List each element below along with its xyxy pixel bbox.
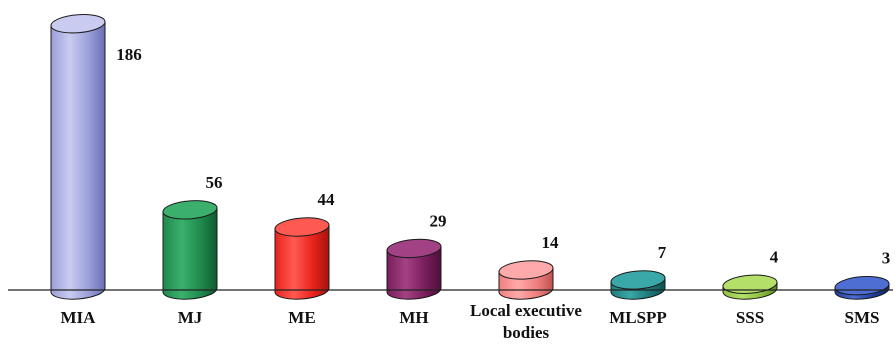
labels-group: 186 MIA 56 MJ 44 ME 29 MH 14 Local executive bodie… [61,45,891,342]
data-label: 29 [430,211,447,230]
bar-local-executive-bodies [498,260,554,300]
bar-mj [162,200,218,300]
bar-top [162,200,218,220]
category-label: SMS [845,308,880,327]
category-label: MIA [61,308,97,327]
bar-me [274,217,330,300]
bar-top [386,238,442,259]
data-label: 186 [116,45,142,64]
data-label: 14 [542,233,560,252]
data-label: 44 [318,190,336,209]
bar-sss [722,274,778,300]
category-label: MLSPP [609,308,667,327]
bar-top [610,270,666,290]
data-label: 7 [658,243,667,262]
category-label: SSS [736,308,764,327]
data-label: 56 [206,173,223,192]
bar-body [162,207,218,300]
bar-body [50,21,106,300]
category-label: bodies [503,323,550,342]
bar-top [50,14,106,34]
bar-top [722,274,778,294]
bar-top [274,217,330,237]
data-label: 3 [882,249,891,268]
bar-mlspp [610,270,666,300]
category-label: MJ [178,308,203,327]
bar-mh [386,238,442,300]
bar-sms [834,275,890,300]
bar-top [498,260,554,280]
category-label: MH [399,308,428,327]
category-label: Local executive [470,301,582,320]
category-label: ME [288,308,315,327]
bars-group [50,14,890,300]
data-label: 4 [770,247,779,266]
bar-mia [50,14,106,300]
